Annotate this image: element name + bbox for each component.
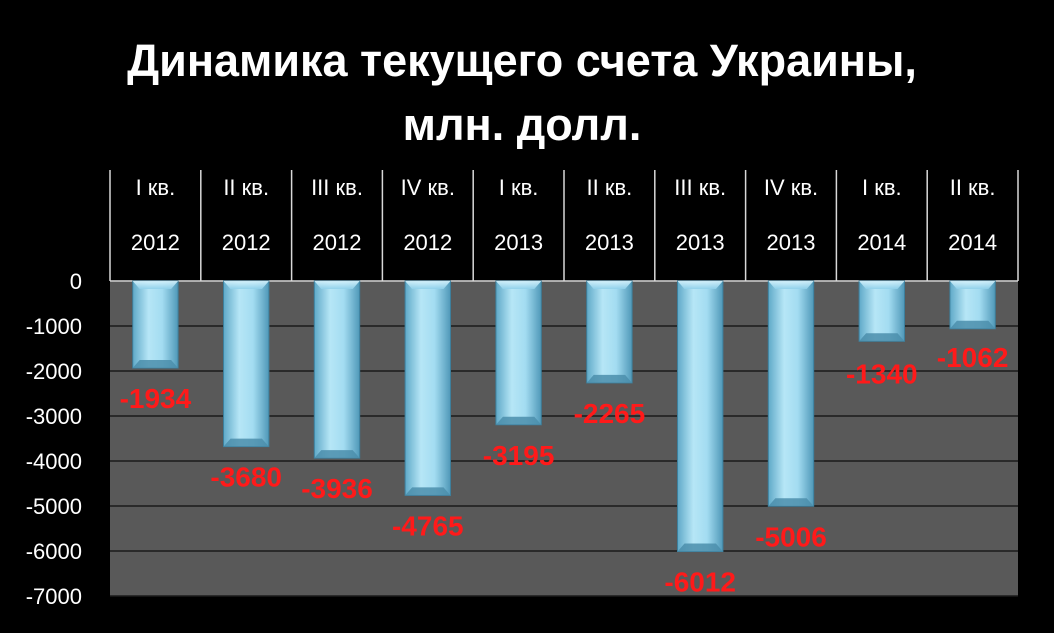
bar (586, 280, 633, 384)
bar-bottom-bevel (768, 498, 814, 507)
category-label-year: 2013 (585, 230, 634, 255)
bar-body (404, 280, 452, 496)
category-label-quarter: II кв. (950, 175, 996, 200)
bar (677, 280, 724, 553)
category-label-quarter: II кв. (587, 175, 633, 200)
bar (132, 280, 179, 369)
bar-body (223, 280, 270, 448)
data-label: -6012 (664, 567, 736, 598)
bar-top-bevel (314, 281, 360, 289)
data-label: -2265 (574, 398, 646, 429)
data-label: -4765 (392, 510, 464, 541)
bar-bottom-bevel (859, 333, 905, 342)
category-label-year: 2012 (313, 230, 362, 255)
category-label-year: 2012 (222, 230, 271, 255)
bar (313, 280, 361, 459)
category-label-year: 2012 (403, 230, 452, 255)
bar-body (586, 280, 633, 384)
bar-bottom-bevel (223, 438, 269, 447)
bar-body (677, 280, 724, 553)
category-label-year: 2013 (494, 230, 543, 255)
data-label: -3936 (301, 473, 373, 504)
y-axis-tick-labels: 0 -1000 -2000 -3000 -4000 -5000 -6000 -7000 (26, 269, 82, 609)
bar (767, 280, 815, 507)
data-labels: -1934 -3680 -3936 -4765 -3195 -2265 -6012 -5006… (120, 342, 1009, 598)
category-label-quarter: III кв. (674, 175, 726, 200)
y-tick-label: -5000 (26, 494, 82, 519)
category-label-quarter: II кв. (223, 175, 269, 200)
y-tick-label: -6000 (26, 539, 82, 564)
chart-title-line-2: млн. долл. (403, 99, 642, 150)
data-label: -3195 (483, 440, 555, 471)
y-tick-label: -3000 (26, 404, 82, 429)
bar-bottom-bevel (495, 416, 542, 425)
bar (223, 280, 270, 448)
category-label-quarter: I кв. (862, 175, 902, 200)
data-label: -1340 (846, 358, 918, 389)
chart-title-line-1: Динамика текущего счета Украины, (127, 35, 917, 86)
data-label: -3680 (210, 462, 282, 493)
bar (404, 280, 452, 496)
bar-body (313, 280, 361, 459)
bar-bottom-bevel (132, 360, 179, 369)
y-tick-label: -4000 (26, 449, 82, 474)
bar-top-bevel (405, 281, 451, 289)
category-label-year: 2013 (676, 230, 725, 255)
category-label-year: 2012 (131, 230, 180, 255)
bar-top-bevel (223, 281, 269, 289)
category-labels: I кв. 2012 II кв. 2012 III кв. 2012 IV кв. 2012… (131, 175, 997, 255)
bar-bottom-bevel (949, 320, 996, 329)
bar (495, 280, 542, 426)
bar-top-bevel (586, 281, 633, 289)
category-label-quarter: IV кв. (401, 175, 455, 200)
bar-top-bevel (677, 281, 723, 289)
bar-top-bevel (495, 281, 542, 289)
category-label-quarter: I кв. (136, 175, 176, 200)
y-tick-label: 0 (70, 269, 82, 294)
bar (858, 280, 905, 342)
bar-bottom-bevel (405, 487, 451, 496)
category-label-year: 2014 (857, 230, 906, 255)
data-label: -1062 (937, 342, 1009, 373)
data-label: -5006 (755, 521, 827, 552)
bar-body (495, 280, 542, 426)
bar-body (858, 280, 905, 342)
bar (949, 280, 996, 330)
bars (132, 280, 996, 553)
data-label: -1934 (120, 383, 192, 414)
category-label-year: 2014 (948, 230, 997, 255)
bar-bottom-bevel (586, 374, 633, 383)
y-tick-label: -7000 (26, 584, 82, 609)
category-label-quarter: III кв. (311, 175, 363, 200)
bar-top-bevel (768, 281, 814, 289)
bar-body (132, 280, 179, 369)
bar-bottom-bevel (314, 450, 360, 459)
bar-top-bevel (949, 281, 996, 289)
y-tick-label: -1000 (26, 314, 82, 339)
bar-bottom-bevel (677, 543, 723, 552)
category-label-year: 2013 (767, 230, 816, 255)
bar-body (767, 280, 815, 507)
category-label-quarter: IV кв. (764, 175, 818, 200)
y-tick-label: -2000 (26, 359, 82, 384)
bar-top-bevel (859, 281, 905, 289)
bar-top-bevel (132, 281, 179, 289)
category-label-quarter: I кв. (499, 175, 539, 200)
